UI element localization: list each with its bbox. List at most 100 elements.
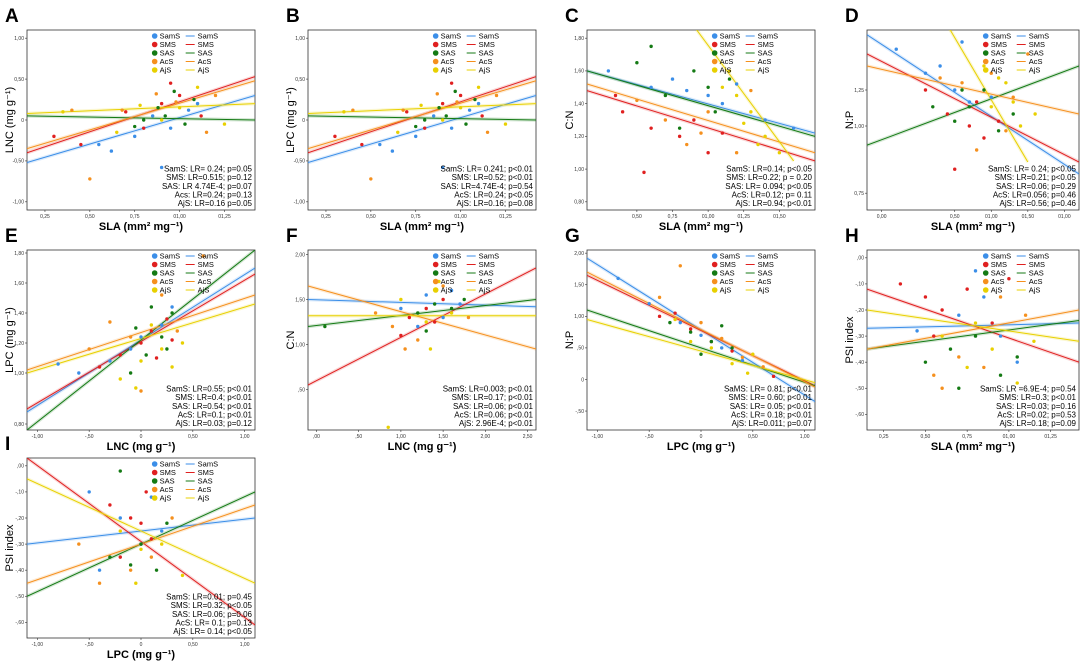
point-sas xyxy=(163,114,167,118)
legend-marker-acs xyxy=(982,58,989,65)
legend-label: SamS xyxy=(441,252,461,261)
legend-label: SMS xyxy=(441,260,457,269)
fit-line-ajs xyxy=(949,30,1029,163)
point-sas xyxy=(720,324,724,328)
point-sms xyxy=(124,110,128,114)
stat-line: AcS: LR=0.02; p=0.53 xyxy=(997,410,1076,419)
y-tick-label: 1,80 xyxy=(574,36,584,42)
point-ajs xyxy=(749,110,753,114)
stat-line: SMS: LR=0.515; p=0.12 xyxy=(166,173,252,182)
legend-line-label: AcS xyxy=(479,277,493,286)
point-acs xyxy=(97,581,102,585)
x-tick-label: 2,50 xyxy=(523,434,533,440)
x-tick-label: -1,00 xyxy=(32,642,44,648)
stat-line: SAS: LR=0.03; p=0.16 xyxy=(996,402,1077,411)
point-ajs xyxy=(139,359,143,363)
fit-line-acs xyxy=(27,294,255,371)
stat-line: SaMS: LR= 0.81; p<0.01 xyxy=(724,385,813,394)
x-tick-label: 01,50 xyxy=(773,214,786,220)
x-axis-title: SLA (mm² mg⁻¹) xyxy=(931,221,1016,233)
point-acs xyxy=(120,108,124,112)
panel-label: G xyxy=(565,226,580,247)
fit-line-sas xyxy=(867,65,1079,146)
point-sams xyxy=(170,305,174,309)
point-sas xyxy=(134,326,138,330)
legend-label: AjS xyxy=(160,494,172,503)
point-sams xyxy=(195,101,200,106)
legend-label: SamS xyxy=(991,32,1011,41)
point-sas xyxy=(998,373,1003,377)
legend-marker-sas xyxy=(711,50,718,56)
point-sams xyxy=(960,40,964,44)
point-sams xyxy=(133,134,137,139)
point-sams xyxy=(938,64,942,68)
y-tick-label: 0 xyxy=(581,377,584,383)
point-sams xyxy=(97,142,101,147)
legend-marker-ajs xyxy=(432,67,439,73)
point-sams xyxy=(649,85,653,89)
point-sas xyxy=(432,302,437,306)
legend-label: SAS xyxy=(441,49,456,58)
point-sams xyxy=(458,302,462,306)
stat-line: AjS: LR=0.16; p=0.08 xyxy=(457,199,534,208)
legend-label: AcS xyxy=(160,485,174,494)
point-sams xyxy=(706,93,710,98)
y-tick-label: 0,75 xyxy=(854,191,864,197)
legend-marker-ajs xyxy=(151,67,158,73)
y-tick-label: 1,60 xyxy=(14,281,24,287)
point-sams xyxy=(378,142,382,147)
point-acs xyxy=(485,130,490,134)
point-sams xyxy=(670,77,675,81)
point-sams xyxy=(441,315,445,320)
stat-line: SMS: LR=0.22; p = 0.20 xyxy=(726,173,812,182)
legend-label: SamS xyxy=(160,460,180,469)
chart-panel-c: C 0,50 0,75 01,00 01,25 01,50 1,80 1,60 1,40 1,20… xyxy=(564,6,816,233)
point-sas xyxy=(154,568,159,572)
legend-label: SMS xyxy=(991,40,1007,49)
point-ajs xyxy=(742,121,746,125)
stat-line: SMS: LR=0.32; p<0.05 xyxy=(171,601,253,610)
legend-marker-sas xyxy=(151,478,158,484)
point-sams xyxy=(982,295,986,299)
legend-label: SMS xyxy=(720,40,736,49)
point-sas xyxy=(170,311,174,315)
legend-line-label: SAS xyxy=(1029,269,1044,278)
y-axis-title: C:N xyxy=(564,110,576,129)
legend-marker-sams xyxy=(711,33,718,39)
point-sams xyxy=(159,165,164,170)
legend-line-label: SMS xyxy=(758,40,774,49)
point-ajs xyxy=(1015,381,1019,385)
legend-line-label: SMS xyxy=(198,40,214,49)
x-tick-label: -1,00 xyxy=(592,434,604,440)
x-tick-label: 1,50 xyxy=(438,434,448,440)
legend-label: SAS xyxy=(160,49,175,58)
x-tick-label: 01,50 xyxy=(1022,214,1035,220)
point-ajs xyxy=(170,365,174,369)
chart-panel-i: I -1,00 -,50 0 0,50 1,00 ,00 -,10 -,20 -,30 -,40 -,… xyxy=(4,434,256,661)
y-tick-label: 2,00 xyxy=(295,252,305,258)
fit-line-sas xyxy=(867,319,1079,350)
point-sas xyxy=(923,360,928,364)
y-tick-label: -,30 xyxy=(15,542,24,548)
stat-line: AjS: 2.96E-4; p<0.01 xyxy=(459,419,534,428)
point-sms xyxy=(692,118,696,122)
legend-line-label: AjS xyxy=(479,286,491,295)
point-sas xyxy=(156,106,160,110)
legend-label: SAS xyxy=(160,477,175,486)
stat-line: AjS: LR= 0.14; p<0.05 xyxy=(173,627,252,636)
stat-line: SMS: LR= 0.60; p<0.01 xyxy=(728,393,812,402)
y-tick-label: 1,20 xyxy=(574,134,584,140)
point-sas xyxy=(727,77,732,81)
point-ajs xyxy=(763,134,767,139)
legend-label: SamS xyxy=(720,32,740,41)
stat-line: AjS: LR=0.011; p=0.07 xyxy=(732,419,813,428)
point-acs xyxy=(128,568,133,572)
point-sms xyxy=(360,142,364,147)
stat-line: SAS: LR 4.74E-4; p=0.07 xyxy=(162,182,253,191)
point-ajs xyxy=(990,347,994,351)
point-sams xyxy=(168,126,173,130)
chart-panel-h: H 0,25 0,50 0,75 01,00 01,25 ,00 -,10 -,20 -,30 -,… xyxy=(844,226,1080,453)
stat-line: SAS: LR=0.54; p<0.01 xyxy=(172,402,253,411)
